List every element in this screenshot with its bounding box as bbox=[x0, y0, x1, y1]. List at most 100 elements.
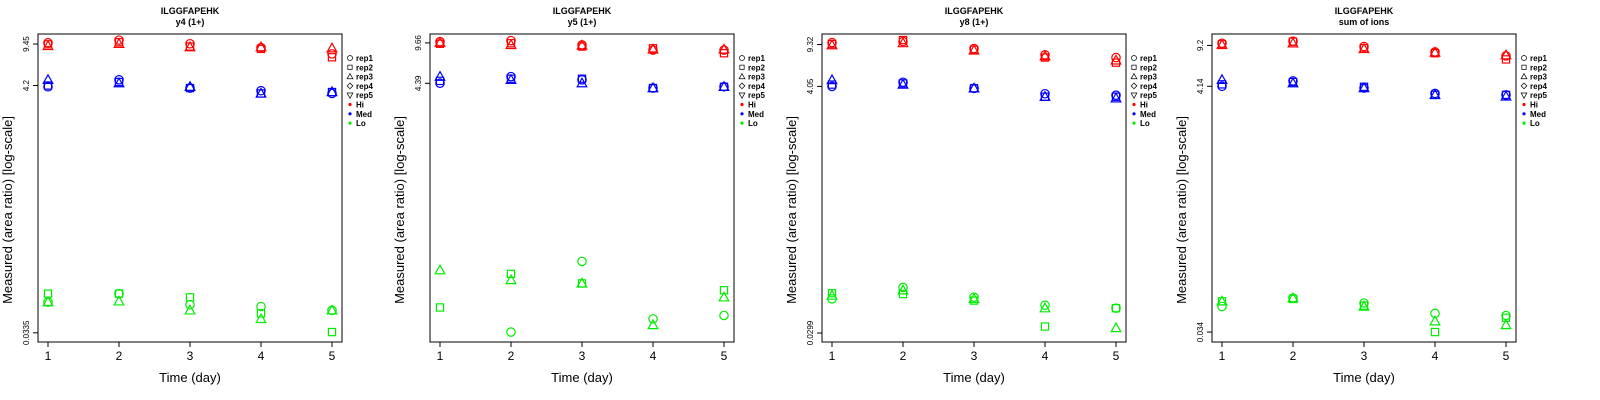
legend-label: rep3 bbox=[1530, 73, 1547, 82]
y-tick-label: 9.66 bbox=[414, 35, 423, 51]
y-tick-label: 0.0335 bbox=[22, 320, 31, 345]
data-point-med-rep3 bbox=[1110, 92, 1122, 103]
legend-label: Med bbox=[1530, 110, 1546, 119]
data-point-hi-rep3 bbox=[1287, 37, 1299, 48]
legend-marker-rep5 bbox=[738, 92, 746, 99]
data-point-hi-rep3 bbox=[647, 43, 659, 54]
data-point-hi-rep3 bbox=[505, 38, 517, 50]
legend-dot-lo bbox=[1522, 121, 1526, 125]
data-point-med-rep3 bbox=[968, 82, 980, 93]
x-tick-label: 5 bbox=[1503, 349, 1510, 363]
data-point-lo-rep3 bbox=[1216, 295, 1228, 306]
y-tick-label: 9.2 bbox=[1196, 39, 1205, 51]
data-point-med-rep3 bbox=[255, 87, 267, 98]
data-point-med-rep3 bbox=[1287, 76, 1299, 88]
legend-marker-rep2 bbox=[1131, 64, 1137, 70]
data-point-hi-rep3 bbox=[1216, 38, 1228, 50]
legend-label: Hi bbox=[748, 101, 756, 110]
legend-dot-lo bbox=[1132, 121, 1136, 125]
data-point-lo-rep3 bbox=[255, 312, 267, 324]
data-point-med-rep3 bbox=[1500, 90, 1512, 101]
legend-marker-rep1 bbox=[1131, 55, 1137, 61]
data-point-lo-rep2 bbox=[327, 327, 337, 337]
data-point-med-rep2 bbox=[43, 81, 53, 90]
x-tick-label: 4 bbox=[258, 349, 265, 363]
data-point-lo-rep3 bbox=[505, 273, 517, 285]
chart-subtitle: sum of ions bbox=[1339, 17, 1390, 27]
legend-marker-rep5 bbox=[1130, 92, 1138, 99]
legend-dot-hi bbox=[1132, 102, 1136, 107]
data-point-lo-rep3 bbox=[826, 289, 838, 300]
legend-marker-rep3 bbox=[1130, 72, 1138, 80]
chart-title: ILGGFAPEHK bbox=[1335, 6, 1394, 16]
x-tick-label: 2 bbox=[1290, 349, 1297, 363]
legend-label: rep5 bbox=[1140, 91, 1157, 100]
data-point-hi-rep3 bbox=[42, 39, 54, 51]
x-tick-label: 1 bbox=[45, 349, 52, 363]
legend-label: rep4 bbox=[748, 82, 765, 91]
data-point-hi-rep3 bbox=[434, 36, 446, 47]
chart-title: ILGGFAPEHK bbox=[161, 6, 220, 16]
x-tick-label: 5 bbox=[1113, 349, 1120, 363]
y-tick-label: 9.45 bbox=[22, 36, 31, 52]
data-point-med-rep3 bbox=[113, 76, 125, 88]
legend-label: rep5 bbox=[748, 91, 765, 100]
data-point-lo-rep1 bbox=[1501, 310, 1511, 321]
x-axis-label: Time (day) bbox=[551, 370, 613, 385]
data-point-lo-rep1 bbox=[1111, 303, 1121, 313]
data-point-hi-rep3 bbox=[826, 38, 838, 50]
legend-marker-rep1 bbox=[739, 55, 745, 61]
legend-label: rep1 bbox=[1530, 54, 1547, 63]
legend-dot-hi bbox=[1522, 102, 1526, 107]
data-point-lo-rep3 bbox=[1039, 301, 1051, 313]
data-point-hi-rep3 bbox=[718, 43, 730, 54]
legend-dot-med bbox=[1132, 112, 1136, 116]
data-point-lo-rep2 bbox=[1501, 313, 1511, 322]
data-point-med-rep3 bbox=[42, 73, 54, 84]
data-point-lo-rep2 bbox=[256, 309, 266, 318]
x-axis-label: Time (day) bbox=[943, 370, 1005, 385]
x-axis-label: Time (day) bbox=[159, 370, 221, 385]
data-point-hi-rep1 bbox=[1111, 52, 1121, 63]
x-tick-label: 5 bbox=[721, 349, 728, 363]
y-axis-label: Measured (area ratio) [log-scale] bbox=[1174, 116, 1189, 304]
data-point-med-rep3 bbox=[647, 81, 659, 93]
x-tick-label: 5 bbox=[329, 349, 336, 363]
legend-label: Hi bbox=[1530, 101, 1538, 110]
legend-label: rep2 bbox=[1530, 63, 1547, 72]
legend-marker-rep4 bbox=[1520, 82, 1528, 90]
data-point-lo-rep3 bbox=[576, 277, 588, 288]
legend-label: Lo bbox=[356, 119, 366, 128]
data-point-hi-rep3 bbox=[326, 42, 338, 53]
chart-title: ILGGFAPEHK bbox=[553, 6, 612, 16]
data-point-lo-rep3 bbox=[184, 304, 196, 315]
x-tick-label: 3 bbox=[187, 349, 194, 363]
y-axis-label: Measured (area ratio) [log-scale] bbox=[392, 116, 407, 304]
legend-label: Lo bbox=[1530, 119, 1540, 128]
legend-label: rep3 bbox=[356, 73, 373, 82]
legend-label: rep2 bbox=[1140, 63, 1157, 72]
legend-marker-rep3 bbox=[738, 72, 746, 80]
data-point-hi-rep3 bbox=[1110, 54, 1122, 65]
legend-label: rep5 bbox=[356, 91, 373, 100]
data-point-hi-rep1 bbox=[827, 37, 837, 48]
data-point-med-rep3 bbox=[1216, 73, 1228, 84]
legend-marker-rep4 bbox=[1130, 82, 1138, 90]
legend-label: rep2 bbox=[748, 63, 765, 72]
legend-marker-rep3 bbox=[346, 72, 354, 80]
y-axis-label: Measured (area ratio) [log-scale] bbox=[784, 116, 799, 304]
chart-subtitle: y4 (1+) bbox=[176, 17, 205, 27]
chart-subtitle: y5 (1+) bbox=[568, 17, 597, 27]
data-point-lo-rep2 bbox=[1040, 322, 1050, 331]
x-tick-label: 3 bbox=[1361, 349, 1368, 363]
legend-marker-rep3 bbox=[1520, 72, 1528, 80]
data-point-med-rep1 bbox=[506, 71, 516, 82]
data-point-hi-rep2 bbox=[898, 35, 908, 45]
data-point-med-rep3 bbox=[576, 76, 588, 88]
legend-label: Lo bbox=[748, 119, 758, 128]
